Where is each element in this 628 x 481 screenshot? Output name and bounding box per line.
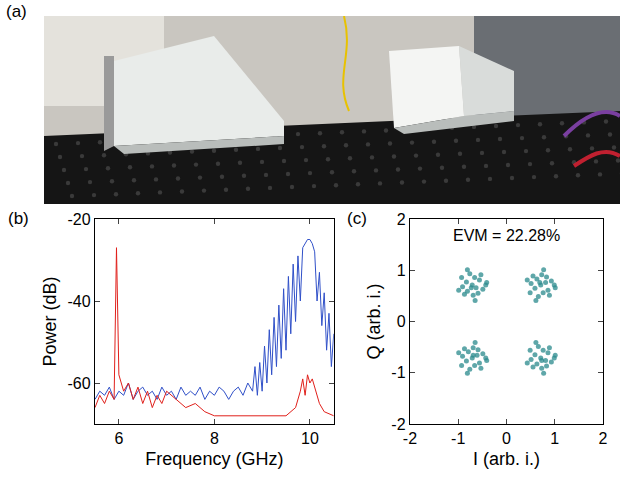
svg-text:-2: -2 [403,430,417,447]
svg-text:10: 10 [301,430,319,447]
svg-text:EVM = 22.28%: EVM = 22.28% [453,227,560,244]
svg-text:Q (arb. i.): Q (arb. i.) [364,283,384,359]
svg-text:8: 8 [210,430,219,447]
svg-text:-40: -40 [67,293,90,310]
svg-text:0: 0 [502,430,511,447]
svg-text:2: 2 [397,211,406,228]
svg-text:-1: -1 [391,364,405,381]
svg-text:-1: -1 [451,430,465,447]
svg-text:(c): (c) [347,209,367,228]
svg-text:(b): (b) [8,209,29,228]
svg-text:1: 1 [397,262,406,279]
svg-text:Frequency (GHz): Frequency (GHz) [145,449,283,469]
html-text:(a): (a) [6,2,27,21]
svg-text:-20: -20 [67,211,90,228]
svg-text:I (arb. i.): I (arb. i.) [473,449,540,469]
svg-text:0: 0 [397,313,406,330]
svg-text:2: 2 [599,430,608,447]
svg-text:-2: -2 [391,416,405,433]
svg-text:1: 1 [550,430,559,447]
svg-text:-60: -60 [67,375,90,392]
svg-text:Power (dB): Power (dB) [40,276,60,366]
svg-text:6: 6 [114,430,123,447]
